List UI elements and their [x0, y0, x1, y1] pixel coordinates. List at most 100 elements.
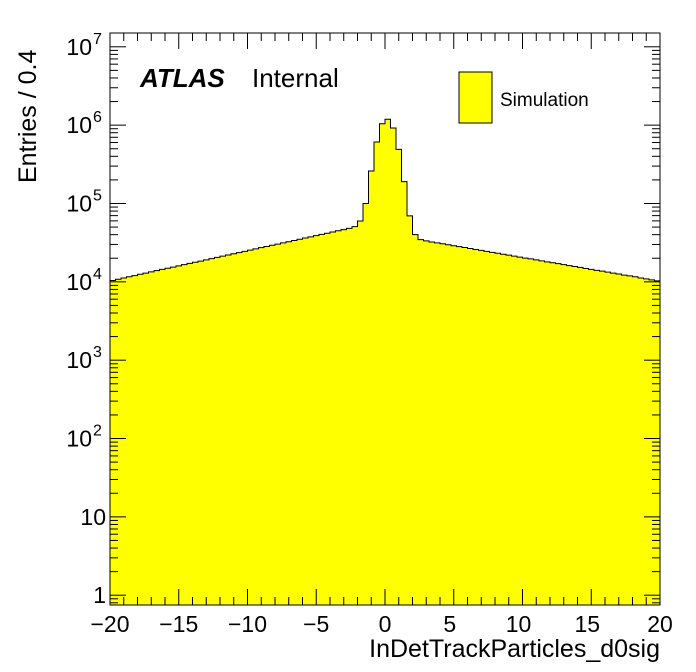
histogram-bin [577, 267, 584, 605]
histogram-bin [258, 247, 265, 605]
histogram-bin [286, 241, 292, 605]
histogram-bin [110, 280, 116, 605]
histogram-bin [308, 236, 314, 605]
histogram-bin [478, 250, 485, 605]
histogram-bin [187, 263, 193, 605]
histogram-bin [220, 256, 226, 605]
histogram-bin [588, 269, 595, 605]
histogram-bin [275, 244, 281, 605]
histogram-bin [506, 255, 512, 605]
histogram-bin [236, 252, 243, 605]
histogram-bin [280, 242, 287, 605]
histogram-bin [374, 141, 380, 605]
y-tick-label: 10 [66, 347, 92, 373]
histogram-bin [390, 127, 397, 606]
histogram-bin [368, 170, 375, 605]
histogram-bin [616, 273, 622, 605]
histogram-bin [599, 271, 606, 605]
histogram-bin [148, 271, 155, 605]
x-tick-label: 20 [647, 611, 673, 637]
y-tick-label: 10 [66, 34, 92, 60]
histogram-bin [445, 244, 452, 605]
histogram-bin [418, 239, 424, 606]
y-tick-exponent: 4 [93, 266, 102, 283]
histogram-bin [511, 256, 518, 605]
histogram-bin [583, 268, 589, 605]
histogram-bin [407, 215, 413, 605]
histogram-bin [291, 240, 298, 605]
histogram-bin [412, 234, 419, 605]
histogram-bin [561, 264, 567, 605]
histogram-bin [528, 258, 534, 605]
histogram-bin [253, 248, 259, 605]
histogram-bin [126, 276, 133, 605]
legend-swatch-simulation [458, 71, 493, 124]
x-tick-labels: −20 −15 −10 −5 0 5 10 15 20 [90, 611, 672, 637]
histogram-bin [363, 203, 369, 605]
histogram-bin [610, 273, 617, 605]
histogram-bin [192, 262, 199, 605]
histogram-bin [209, 258, 215, 605]
histogram-bin [572, 266, 578, 605]
legend-label-simulation: Simulation [500, 90, 589, 111]
histogram-bin [632, 276, 639, 605]
histogram-bin [242, 251, 248, 605]
x-tick-label: −20 [90, 611, 129, 637]
histogram-bin [462, 247, 468, 606]
histogram-bin [214, 257, 221, 605]
histogram-bin [396, 149, 402, 605]
histogram-bin [181, 264, 188, 605]
y-tick-label: 10 [66, 426, 92, 452]
y-tick-label: 10 [66, 112, 92, 138]
histogram-bin [522, 258, 529, 605]
y-tick-exponent: 3 [93, 344, 102, 361]
histogram-bin [495, 253, 501, 605]
histogram-bin [231, 253, 237, 606]
histogram-bin [539, 260, 545, 605]
y-tick-label: 1 [93, 582, 106, 608]
histogram-bin [385, 119, 391, 606]
histogram-bin [649, 279, 655, 605]
histogram-bin [473, 249, 479, 605]
histogram-bin [170, 267, 177, 605]
histogram-bin [440, 243, 446, 605]
histogram-bin [401, 181, 408, 605]
y-axis-label: Entries / 0.4 [14, 50, 42, 183]
histogram-bin [423, 240, 430, 605]
histogram-bin [456, 246, 463, 605]
histogram-bin [638, 277, 644, 605]
x-tick-label: 5 [443, 611, 456, 637]
histogram-bin [143, 273, 149, 605]
y-tick-exponent: 7 [93, 31, 102, 48]
legend: Simulation [458, 71, 589, 124]
histogram-bin [121, 277, 127, 605]
histogram-bin [165, 268, 171, 605]
x-tick-label: −15 [159, 611, 198, 637]
histogram-bin [357, 220, 364, 606]
histogram-bin [346, 228, 353, 606]
histogram-bin [654, 280, 661, 605]
y-tick-label: 10 [80, 504, 106, 530]
atlas-sublabel: Internal [252, 63, 339, 93]
histogram-bin [313, 235, 320, 605]
histogram-bars [109, 118, 661, 606]
histogram-bin [319, 234, 325, 606]
histogram-bin [176, 265, 182, 605]
histogram-bin [247, 250, 254, 605]
histogram-bin [225, 255, 232, 605]
histogram-bin [203, 259, 210, 605]
histogram-bin [159, 269, 166, 605]
histogram-bin [484, 251, 490, 605]
histogram-bin [627, 275, 633, 605]
histogram-bin [555, 263, 562, 605]
histogram-bin [500, 254, 507, 605]
histogram-bin [544, 261, 551, 605]
histogram-bin [115, 279, 122, 605]
histogram-bin [198, 261, 204, 605]
x-tick-label: 10 [506, 611, 532, 637]
histogram-bin [434, 242, 441, 605]
histogram-bin [269, 245, 276, 605]
atlas-label: ATLAS [139, 63, 225, 93]
